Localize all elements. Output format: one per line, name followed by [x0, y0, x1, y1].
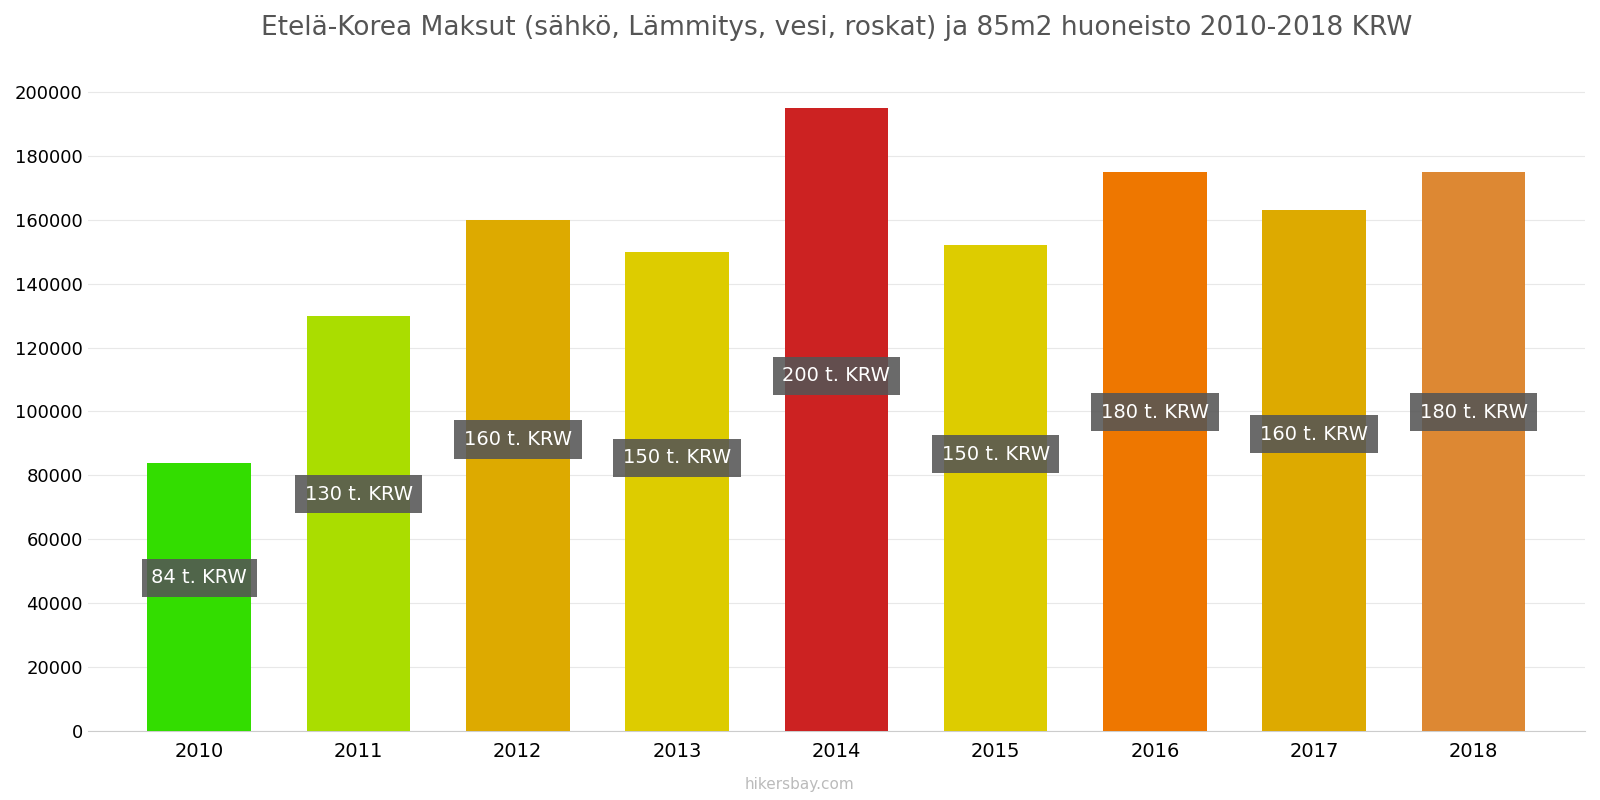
Bar [1102, 172, 1206, 731]
Bar [147, 462, 251, 731]
Bar [307, 315, 410, 731]
Text: 150 t. KRW: 150 t. KRW [622, 448, 731, 467]
Text: 180 t. KRW: 180 t. KRW [1101, 402, 1210, 422]
Text: 130 t. KRW: 130 t. KRW [304, 485, 413, 504]
Text: 180 t. KRW: 180 t. KRW [1419, 402, 1528, 422]
Text: hikersbay.com: hikersbay.com [746, 777, 854, 792]
Text: 200 t. KRW: 200 t. KRW [782, 366, 890, 386]
Bar [1422, 172, 1525, 731]
Text: 160 t. KRW: 160 t. KRW [1261, 425, 1368, 443]
Bar [626, 252, 730, 731]
Text: 160 t. KRW: 160 t. KRW [464, 430, 571, 449]
Title: Etelä-Korea Maksut (sähkö, Lämmitys, vesi, roskat) ja 85m2 huoneisto 2010-2018 K: Etelä-Korea Maksut (sähkö, Lämmitys, ves… [261, 15, 1413, 41]
Text: 150 t. KRW: 150 t. KRW [941, 445, 1050, 463]
Bar [1262, 210, 1366, 731]
Bar [944, 246, 1048, 731]
Text: 84 t. KRW: 84 t. KRW [152, 569, 246, 587]
Bar [466, 220, 570, 731]
Bar [784, 108, 888, 731]
